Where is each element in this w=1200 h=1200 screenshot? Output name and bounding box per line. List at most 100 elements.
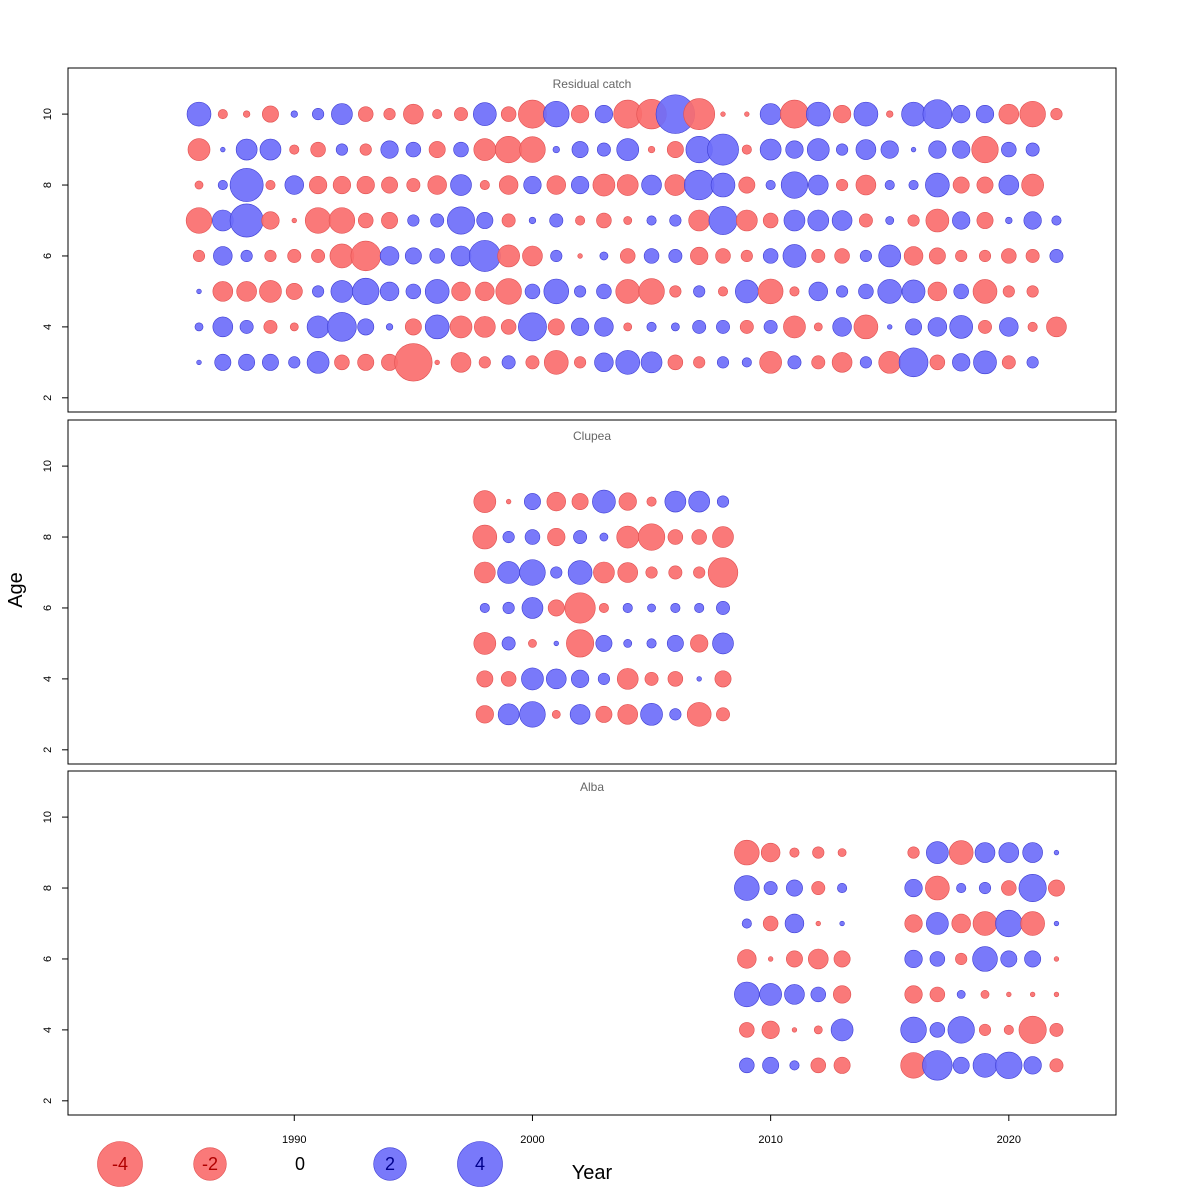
bubble-point <box>592 173 616 197</box>
bubble-point <box>690 246 709 266</box>
bubble-point <box>497 561 520 584</box>
bubble-point <box>528 216 537 225</box>
bubble-point <box>858 283 874 300</box>
bubble-point <box>1002 285 1015 298</box>
bubble-point <box>379 281 400 302</box>
bubble-point <box>1001 141 1017 158</box>
bubble-point <box>668 249 683 263</box>
bubble-point <box>956 883 967 894</box>
bubble-point <box>518 312 547 342</box>
bubble-point <box>524 529 541 545</box>
bubble-point <box>596 283 612 300</box>
bubble-point <box>381 176 398 194</box>
bubble-point <box>710 172 736 198</box>
bubble-point <box>807 209 830 232</box>
bubble-point <box>638 278 665 305</box>
bubble-point <box>546 668 567 690</box>
bubble-point <box>186 101 212 127</box>
bubble-point <box>524 493 541 511</box>
bubble-point <box>736 209 758 232</box>
legend-bubble <box>193 1147 227 1181</box>
bubble-point <box>597 672 610 685</box>
bubble-point <box>806 101 831 127</box>
bubble-point <box>1026 285 1039 298</box>
bubble-point <box>451 281 471 302</box>
bubble-point <box>708 206 738 235</box>
bubble-point <box>859 249 872 263</box>
legend-bubble <box>97 1141 143 1187</box>
bubble-point <box>688 209 710 232</box>
bubble-point <box>669 285 682 298</box>
bubble-point <box>502 601 515 615</box>
bubble-point <box>405 283 422 300</box>
bubble-point <box>644 671 659 686</box>
bubble-point <box>616 668 639 690</box>
bubble-point <box>741 144 752 155</box>
bubble-point <box>971 135 999 164</box>
bubble-point <box>878 244 902 268</box>
bubble-point <box>1053 849 1060 856</box>
bubble-point <box>288 356 301 369</box>
bubble-point <box>741 918 752 929</box>
bubble-point <box>789 847 800 858</box>
bubble-point <box>1021 173 1044 197</box>
y-axis-title: Age <box>5 572 27 608</box>
bubble-point <box>833 105 852 124</box>
bubble-point <box>998 103 1020 125</box>
bubble-point <box>385 323 394 331</box>
bubble-point <box>955 952 968 966</box>
y-tick-label: 10 <box>42 811 54 823</box>
bubble-point <box>908 180 919 191</box>
bubble-point <box>780 171 809 199</box>
bubble-point <box>955 249 968 263</box>
bubble-point <box>450 352 472 373</box>
bubble-point <box>692 319 707 334</box>
bubble-point <box>735 279 759 304</box>
bubble-point <box>1001 355 1016 370</box>
bubble-point <box>310 141 326 158</box>
bubble-point <box>547 318 565 336</box>
bubble-point <box>637 523 666 551</box>
bubble-point <box>904 914 923 933</box>
bubble-point <box>229 168 264 202</box>
bubble-point <box>834 248 850 264</box>
bubble-point <box>285 282 303 300</box>
bubble-point <box>1000 950 1018 968</box>
bubble-point <box>789 1060 800 1071</box>
bubble-point <box>623 216 633 225</box>
bubble-point <box>474 316 496 338</box>
bubble-point <box>972 279 998 304</box>
bubble-point <box>929 354 946 371</box>
bubble-point <box>290 110 298 118</box>
legend-item: -4 <box>97 1141 143 1187</box>
bubble-point <box>312 108 325 121</box>
bubble-point <box>617 562 638 583</box>
bubble-point <box>929 1022 946 1038</box>
y-tick-label: 8 <box>42 885 54 891</box>
bubble-point <box>571 493 589 511</box>
y-tick-label: 2 <box>42 1098 54 1104</box>
bubble-point <box>925 208 950 233</box>
x-tick-label: 2020 <box>997 1134 1021 1146</box>
bubble-point <box>599 532 609 542</box>
bubble-point <box>501 355 516 370</box>
bubble-point <box>976 212 994 229</box>
bubble-point <box>192 249 206 263</box>
bubble-point <box>434 359 440 365</box>
bubble-point <box>1019 100 1046 128</box>
bubble-point <box>1053 920 1060 927</box>
legend-label: 0 <box>295 1154 305 1174</box>
bubble-point <box>686 702 712 727</box>
bubble-point <box>667 354 684 371</box>
bubble-point <box>595 705 613 723</box>
legend-label: 2 <box>385 1154 395 1174</box>
panels-group: Residual catch 2 4 6 8 10 Clupea 2 4 6 8 10 Alba 2 4 6 8… <box>42 67 1117 1116</box>
bubble-point <box>952 176 970 194</box>
bubble-point <box>571 105 590 124</box>
bubble-point <box>329 243 355 269</box>
bubble-point <box>473 632 497 655</box>
bubble-point <box>350 240 381 272</box>
panel-frame <box>67 419 1117 765</box>
bubble-point <box>885 216 895 225</box>
